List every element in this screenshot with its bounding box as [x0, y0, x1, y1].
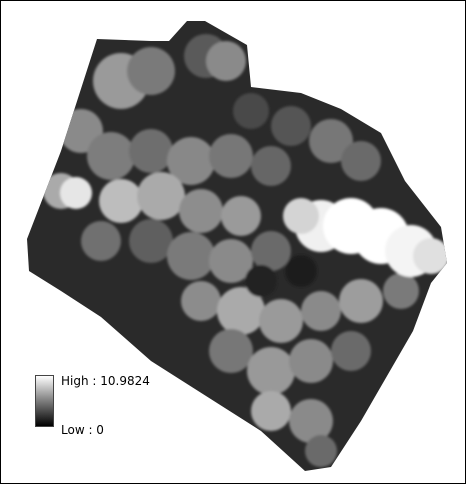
- map-legend: High : 10.9824 Low : 0: [35, 373, 205, 437]
- legend-color-ramp: [35, 375, 54, 427]
- legend-high-label: High : 10.9824: [61, 374, 150, 388]
- legend-low-label: Low : 0: [61, 423, 104, 437]
